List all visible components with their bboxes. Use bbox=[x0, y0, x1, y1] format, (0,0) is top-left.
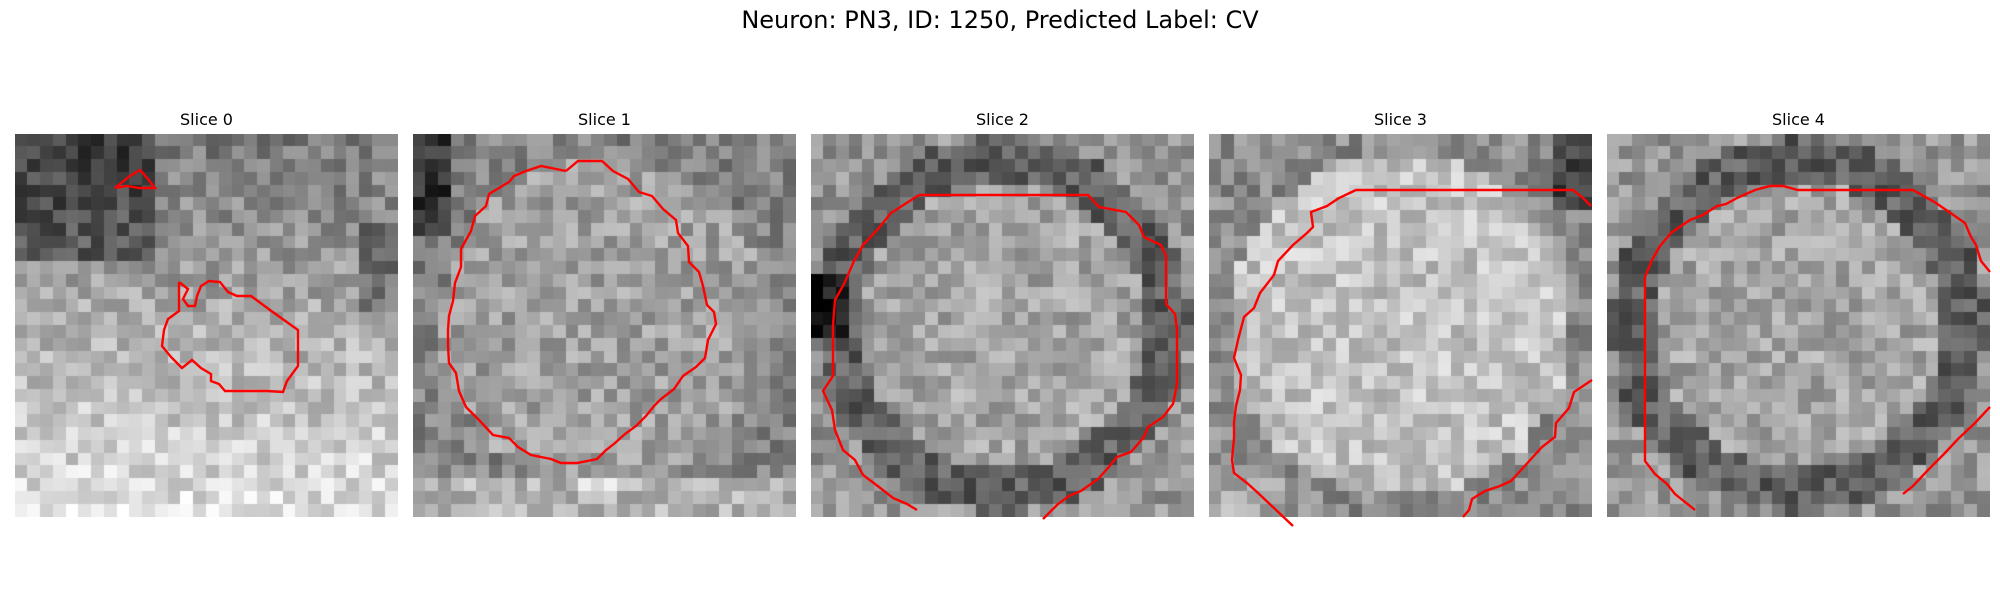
contour-4 bbox=[1607, 134, 1990, 517]
slice-panel-3: Slice 3 bbox=[1209, 134, 1592, 517]
slice-title-1: Slice 1 bbox=[413, 110, 796, 129]
contour-1 bbox=[413, 134, 796, 517]
contour-0-blob-main bbox=[162, 281, 298, 392]
contour-4-outline-right bbox=[1903, 407, 1990, 494]
figure-title: Neuron: PN3, ID: 1250, Predicted Label: … bbox=[0, 6, 2000, 34]
slice-panel-4: Slice 4 bbox=[1607, 134, 1990, 517]
contour-0-blob-small bbox=[115, 170, 155, 188]
slice-title-4: Slice 4 bbox=[1607, 110, 1990, 129]
contour-2-outline bbox=[919, 195, 1177, 519]
contour-3-outline-left bbox=[1232, 190, 1591, 526]
contour-0 bbox=[15, 134, 398, 517]
slice-panel-2: Slice 2 bbox=[811, 134, 1194, 517]
contour-1-outline bbox=[448, 161, 716, 463]
contour-2 bbox=[811, 134, 1194, 517]
contour-3-outline-right bbox=[1463, 380, 1592, 517]
slice-title-3: Slice 3 bbox=[1209, 110, 1592, 129]
slice-title-2: Slice 2 bbox=[811, 110, 1194, 129]
slice-title-0: Slice 0 bbox=[15, 110, 398, 129]
slice-panel-0: Slice 0 bbox=[15, 134, 398, 517]
contour-2-outline-left bbox=[823, 195, 919, 510]
slice-panel-1: Slice 1 bbox=[413, 134, 796, 517]
contour-3 bbox=[1209, 134, 1592, 517]
